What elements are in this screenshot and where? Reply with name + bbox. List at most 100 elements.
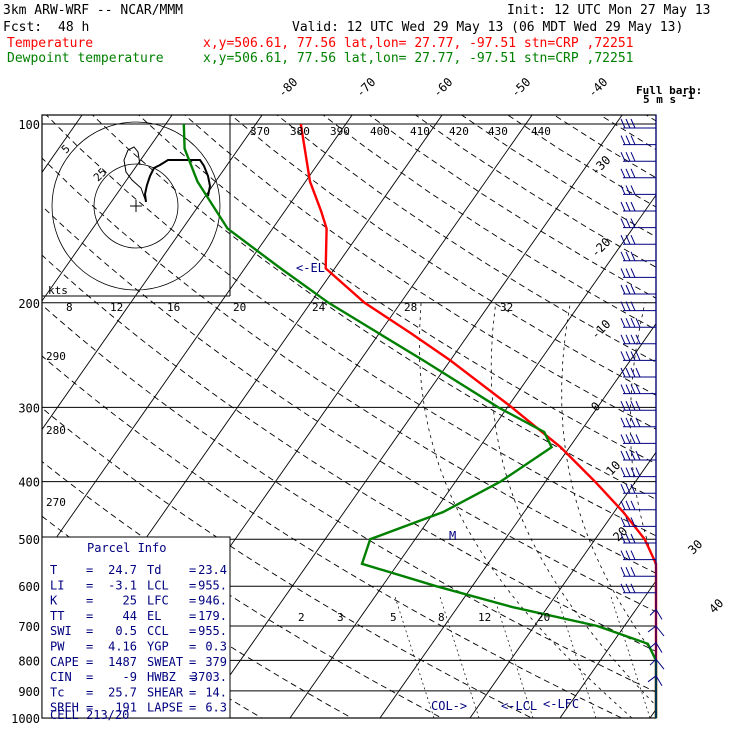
parcel-key: CAPE <box>50 655 79 669</box>
parcel-value: 44 <box>123 609 137 623</box>
wind-barb <box>620 168 656 179</box>
dry-adiabat-line <box>276 115 656 363</box>
parcel-key: HWBZ <box>147 670 176 684</box>
wind-barb <box>620 517 656 527</box>
parcel-key: EL <box>147 609 161 623</box>
isotherm-line <box>559 580 656 718</box>
parcel-value: 955. <box>198 578 227 592</box>
parcel-equals: = <box>86 609 93 623</box>
pressure-label: 200 <box>18 297 40 311</box>
parcel-key: CIN <box>50 670 72 684</box>
init-time: Init: 12 UTC Mon 27 May 13 <box>507 3 711 18</box>
theta-label: 430 <box>488 125 508 138</box>
parcel-value: 179. <box>198 609 227 623</box>
isotherm-line <box>731 97 740 731</box>
theta-label: 380 <box>290 125 310 138</box>
isotherm-label: 20 <box>610 524 630 544</box>
parcel-value: 955. <box>198 624 227 638</box>
isotherm-line <box>199 115 623 718</box>
parcel-value: -9 <box>123 670 137 684</box>
wind-barb <box>620 351 656 361</box>
hodograph-trace <box>143 159 212 203</box>
parcel-key: Td <box>147 563 161 577</box>
wind-barb <box>620 467 656 478</box>
parcel-key: LFC <box>147 594 169 608</box>
wind-barb <box>620 450 656 461</box>
parcel-key: SWEAT <box>147 655 183 669</box>
isotherm-label: -20 <box>588 235 613 260</box>
isotherm-line <box>42 115 263 431</box>
theta-label: 390 <box>330 125 350 138</box>
isotherm-label: -70 <box>353 75 378 100</box>
wind-barb <box>620 483 656 494</box>
dewpoint-legend-info: x,y=506.61, 77.56 lat,lon= 27.77, -97.51… <box>203 51 633 66</box>
wind-barb <box>620 151 656 162</box>
parcel-value: -3.1 <box>108 578 137 592</box>
parcel-key: LAPSE <box>147 701 183 715</box>
mixing-ratio-line <box>438 594 480 718</box>
dry-adiabat-line <box>42 304 656 693</box>
parcel-value: 191 <box>115 701 137 715</box>
wind-barb <box>620 135 656 146</box>
parcel-equals: = <box>86 640 93 654</box>
parcel-value: 25.7 <box>108 685 137 699</box>
parcel-value: 946. <box>198 594 227 608</box>
dry-adiabat-line <box>230 115 656 396</box>
wind-barb <box>649 658 665 670</box>
isotherm-label: -60 <box>430 75 455 100</box>
dry-adiabat-line <box>553 115 656 179</box>
mixing-ratio-label: 5 <box>390 611 397 624</box>
isotherm-label: -10 <box>588 317 613 342</box>
parcel-key: PW <box>50 640 65 654</box>
wind-barb <box>620 434 656 444</box>
theta-label: 290 <box>46 350 66 363</box>
parcel-equals: = <box>86 701 93 715</box>
wind-barb <box>620 384 656 395</box>
wind-barb <box>620 400 656 411</box>
wind-barb <box>620 533 656 544</box>
parcel-equals: = <box>189 640 196 654</box>
parcel-info-title: Parcel Info <box>87 541 166 555</box>
mixing-ratio-line <box>609 594 651 718</box>
isotherm-line <box>42 115 353 559</box>
isotherm-line <box>0 97 5 731</box>
isotherm-label: -50 <box>508 75 533 100</box>
forecast-label: Fcst: <box>3 20 42 35</box>
mixing-ratio-label: 8 <box>438 611 445 624</box>
isotherm-line <box>469 451 656 718</box>
dry-adiabat-line <box>414 115 656 268</box>
forecast-hour: 48 h <box>58 20 89 35</box>
moist-adiabat-line <box>697 303 740 718</box>
hodograph-trace-thin <box>123 146 147 203</box>
pressure-label: 800 <box>18 654 40 668</box>
wind-legend-line1: Full barb: <box>636 84 702 97</box>
wind-barb <box>620 367 656 378</box>
wind-barb <box>620 334 656 345</box>
dry-adiabat-line <box>645 115 656 122</box>
parcel-cell-value: 213/20 <box>86 708 129 722</box>
isotherm-label: -80 <box>275 75 300 100</box>
theta-label: 280 <box>46 424 66 437</box>
parcel-equals: = <box>86 578 93 592</box>
hodograph-ring-outer <box>51 121 221 291</box>
dewpoint-legend-label: Dewpoint temperature <box>7 51 164 66</box>
parcel-equals: = <box>189 578 196 592</box>
pressure-label: 100 <box>18 118 40 132</box>
parcel-equals: = <box>86 594 93 608</box>
wind-barb <box>620 118 656 129</box>
moist-adiabat-line <box>418 302 633 718</box>
theta-label: 410 <box>410 125 430 138</box>
isotherm-label: -30 <box>588 153 613 178</box>
theta-label: 400 <box>370 125 390 138</box>
wind-barb <box>620 566 656 577</box>
wind-barb <box>620 234 656 245</box>
parcel-value: 14. <box>205 685 227 699</box>
lfc-marker: <-LFC <box>543 697 579 711</box>
moist-adiabat-line <box>561 302 656 658</box>
parcel-key: TT <box>50 609 64 623</box>
model-title: 3km ARW-WRF -- NCAR/MMM <box>3 3 183 18</box>
pressure-label: 900 <box>18 685 40 699</box>
el-marker: <-EL <box>296 261 325 275</box>
hodograph-speed-label: 20 <box>233 301 246 314</box>
